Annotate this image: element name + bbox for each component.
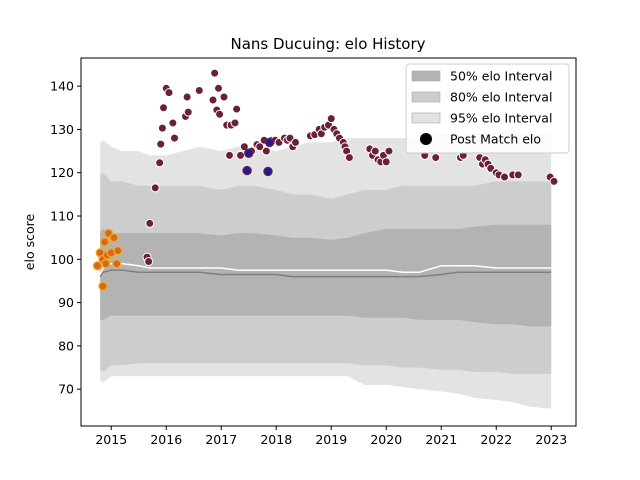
post-match-point xyxy=(208,95,218,105)
x-tick-label: 2017 xyxy=(205,432,237,447)
x-tick-label: 2016 xyxy=(150,432,182,447)
mean-line xyxy=(99,262,552,275)
interval-bands xyxy=(100,133,552,409)
legend-marker xyxy=(420,133,432,145)
legend-swatch xyxy=(411,112,441,124)
y-tick-label: 120 xyxy=(50,165,74,180)
trend-lines xyxy=(99,262,552,278)
post-match-point-highlight xyxy=(263,166,273,177)
post-match-point xyxy=(513,170,523,180)
post-match-point-early xyxy=(109,232,119,243)
post-match-point xyxy=(431,153,441,163)
post-match-point-early xyxy=(99,237,110,247)
chart-title: Nans Ducuing: elo History xyxy=(230,35,425,53)
post-match-point-early xyxy=(92,261,103,271)
x-axis: 2015 2016 2017 2018 2019 2020 2021 2022 2023 xyxy=(95,426,567,447)
x-tick-label: 2015 xyxy=(95,432,127,447)
post-match-point xyxy=(144,256,154,266)
legend-swatch xyxy=(411,70,441,82)
legend-label: 50% elo Interval xyxy=(450,69,552,84)
post-match-point xyxy=(164,88,174,98)
post-match-point xyxy=(255,142,265,152)
post-match-point-highlight xyxy=(264,137,275,148)
axes-frame xyxy=(80,57,577,427)
y-tick-label: 140 xyxy=(50,79,74,94)
legend-swatch xyxy=(411,91,441,103)
post-match-point xyxy=(291,137,300,147)
post-match-point-early xyxy=(113,245,123,256)
post-match-point-early xyxy=(112,258,122,269)
post-match-point-early xyxy=(98,281,108,291)
post-match-point xyxy=(155,158,165,168)
legend-label: Post Match elo xyxy=(450,132,541,147)
plot-area xyxy=(92,68,559,409)
post-match-point xyxy=(157,123,167,133)
x-tick-label: 2021 xyxy=(425,432,457,447)
post-match-point xyxy=(159,103,168,113)
post-match-point xyxy=(239,142,249,152)
y-tick-label: 110 xyxy=(50,209,74,224)
post-match-point xyxy=(182,92,192,102)
y-tick-label: 90 xyxy=(58,295,74,310)
post-match-point xyxy=(150,183,160,193)
post-match-point xyxy=(168,118,178,128)
post-match-point xyxy=(214,83,223,93)
legend-box xyxy=(405,63,570,154)
post-match-point xyxy=(549,176,559,186)
data-points xyxy=(92,68,559,291)
post-match-point xyxy=(381,157,391,167)
post-match-point xyxy=(500,172,509,182)
post-match-point xyxy=(261,146,271,156)
post-match-point xyxy=(219,92,229,102)
legend: 50% elo Interval 80% elo Interval 95% elo … xyxy=(405,63,570,154)
median-line xyxy=(99,269,552,278)
x-tick-label: 2019 xyxy=(315,432,347,447)
x-tick-label: 2023 xyxy=(535,432,567,447)
x-tick-label: 2018 xyxy=(260,432,292,447)
post-match-point-early xyxy=(101,258,111,269)
post-match-point xyxy=(344,153,354,163)
post-match-point xyxy=(236,150,245,160)
post-match-point xyxy=(170,133,179,143)
post-match-point xyxy=(326,114,336,124)
y-tick-label: 70 xyxy=(58,382,74,397)
post-match-point xyxy=(215,109,225,119)
post-match-point xyxy=(230,118,240,128)
post-match-point xyxy=(156,139,166,149)
post-match-point xyxy=(210,68,220,78)
y-axis: 70 80 90 100 110 120 130 140 xyxy=(50,79,81,397)
y-axis-label: elo score xyxy=(22,214,37,271)
post-match-point-highlight xyxy=(242,165,252,176)
post-match-point xyxy=(225,150,234,160)
x-tick-label: 2020 xyxy=(370,432,402,447)
band-50 xyxy=(100,224,552,327)
post-match-point xyxy=(232,104,242,114)
post-match-point xyxy=(370,146,380,156)
y-tick-label: 80 xyxy=(58,338,74,353)
post-match-point-highlight xyxy=(244,148,254,158)
post-match-point xyxy=(194,85,204,95)
y-tick-label: 100 xyxy=(50,252,74,267)
y-tick-label: 130 xyxy=(50,122,74,137)
legend-label: 80% elo Interval xyxy=(450,90,552,105)
post-match-point xyxy=(384,146,394,156)
x-tick-label: 2022 xyxy=(480,432,512,447)
post-match-point xyxy=(145,218,155,228)
legend-label: 95% elo Interval xyxy=(450,111,552,126)
post-match-point xyxy=(183,107,193,117)
